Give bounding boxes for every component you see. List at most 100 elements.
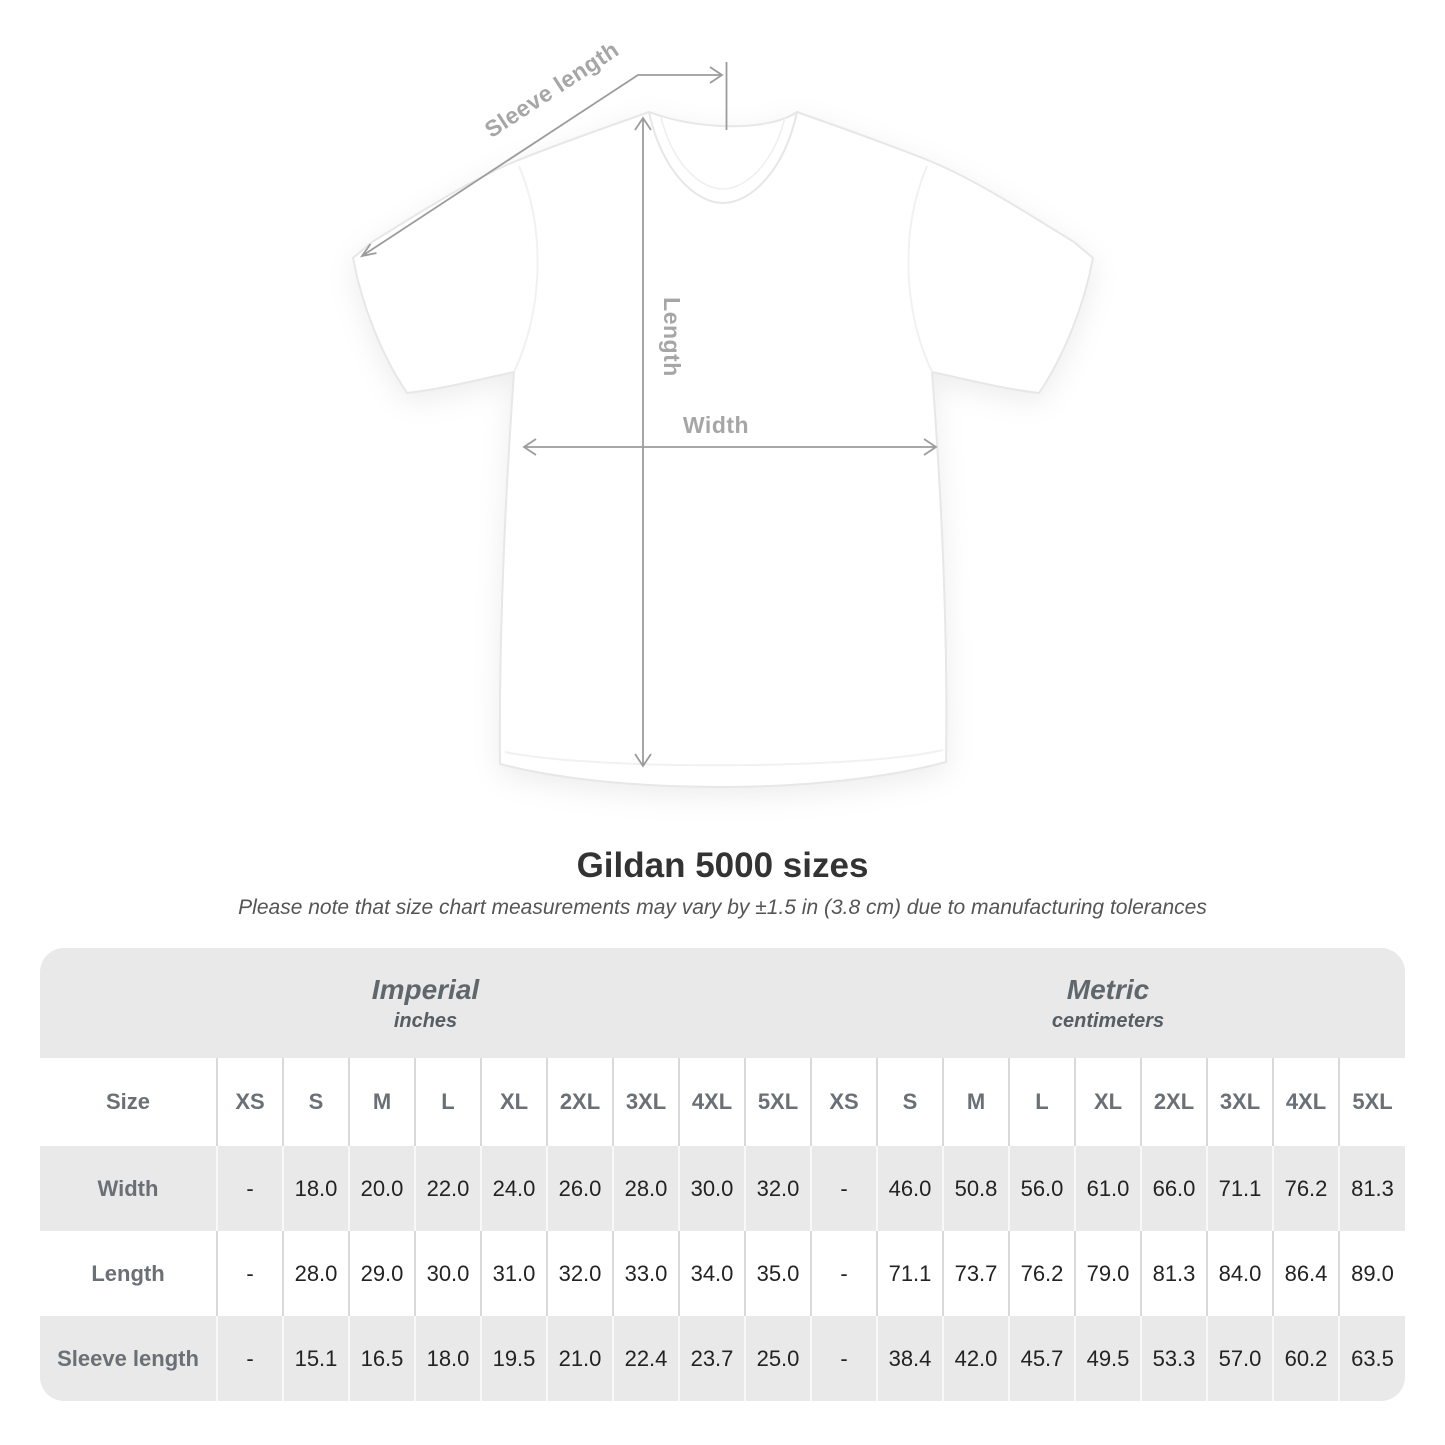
table-row-length: Length -28.0 29.0 30.0 31.0 32.0 33.0 34.0 35.0-… (40, 1231, 1405, 1316)
table-cell: 34.0 (678, 1231, 745, 1316)
tshirt-graphic (351, 110, 1095, 789)
table-cell: 49.5 (1074, 1316, 1141, 1401)
table-cell: 84.0 (1206, 1231, 1273, 1316)
table-cell: 60.2 (1272, 1316, 1339, 1401)
measurement-arrows (359, 62, 938, 768)
imperial-sublabel: inches (393, 1009, 458, 1032)
length-arrowhead-bottom (634, 753, 652, 768)
table-cell: 29.0 (348, 1231, 415, 1316)
table-cell: 24.0 (480, 1146, 547, 1231)
table-cell: - (216, 1231, 283, 1316)
table-cell: 81.3 (1338, 1146, 1405, 1231)
tshirt-body (351, 110, 1095, 789)
table-cell: 16.5 (348, 1316, 415, 1401)
table-row-width: Width -18.0 20.0 22.0 24.0 26.0 28.0 30.0 32.0-4… (40, 1146, 1405, 1231)
table-cell: 81.3 (1140, 1231, 1207, 1316)
table-cell: 30.0 (414, 1231, 481, 1316)
table-cell: 73.7 (942, 1231, 1009, 1316)
metric-label: Metric (1066, 973, 1150, 1005)
size-col-header-imperial-l: L (414, 1058, 481, 1146)
table-cell: 89.0 (1338, 1231, 1405, 1316)
size-col-header-metric-5xl: 5XL (1338, 1058, 1405, 1146)
table-cell: - (810, 1231, 877, 1316)
tshirt-measurement-diagram: Sleeve length Length Width (351, 36, 1095, 789)
sleeve-arrowhead-left (359, 243, 377, 258)
sleeve-length-label: Sleeve length (480, 36, 624, 143)
size-header-row: Size XS S M L XL 2XL 3XL 4XL 5XL XS S M L XL 2XL 3XL 4XL… (40, 1058, 1405, 1146)
length-arrowhead-top (634, 116, 652, 131)
table-cell: 32.0 (744, 1146, 811, 1231)
collar-outer (648, 111, 798, 205)
size-col-header-metric-l: L (1008, 1058, 1075, 1146)
table-cell: 25.0 (744, 1316, 811, 1401)
imperial-header: Imperial inches (40, 948, 811, 1058)
table-cell: 18.0 (414, 1316, 481, 1401)
table-cell: 23.7 (678, 1316, 745, 1401)
table-cell: 22.4 (612, 1316, 679, 1401)
width-arrowhead-right (923, 438, 938, 456)
metric-header: Metric centimeters (811, 948, 1405, 1058)
row-label: Length (91, 1260, 165, 1286)
size-col-header-imperial-m: M (348, 1058, 415, 1146)
size-col-header-metric-xs: XS (810, 1058, 877, 1146)
table-cell: 76.2 (1272, 1146, 1339, 1231)
table-cell: 57.0 (1206, 1316, 1273, 1401)
sleeve-arrow-line (361, 74, 722, 257)
left-armhole-seam (513, 165, 539, 373)
length-label: Length (659, 297, 685, 377)
table-cell: 38.4 (876, 1316, 943, 1401)
table-cell: 63.5 (1338, 1316, 1405, 1401)
table-cell: 53.3 (1140, 1316, 1207, 1401)
size-col-header-imperial-xl: XL (480, 1058, 547, 1146)
hem-stitch (504, 749, 944, 767)
width-arrowhead-left (522, 438, 537, 456)
table-cell: - (810, 1316, 877, 1401)
table-cell: 50.8 (942, 1146, 1009, 1231)
collar-inner-stitch (660, 116, 786, 190)
page-subtitle: Please note that size chart measurements… (238, 896, 1207, 919)
row-label: Width (97, 1175, 159, 1201)
table-cell: 28.0 (282, 1231, 349, 1316)
width-label: Width (683, 412, 749, 438)
metric-sublabel: centimeters (1051, 1009, 1165, 1032)
size-table: Imperial inches Metric centimeters Size … (40, 948, 1405, 1401)
table-cell: 15.1 (282, 1316, 349, 1401)
table-cell: 18.0 (282, 1146, 349, 1231)
unit-header-row: Imperial inches Metric centimeters (40, 948, 1405, 1058)
size-col-header-metric-3xl: 3XL (1206, 1058, 1273, 1146)
size-chart-card: Imperial inches Metric centimeters Size … (40, 948, 1405, 1401)
table-cell: 20.0 (348, 1146, 415, 1231)
table-cell: 42.0 (942, 1316, 1009, 1401)
size-col-header-imperial-4xl: 4XL (678, 1058, 745, 1146)
size-col-header-metric-2xl: 2XL (1140, 1058, 1207, 1146)
table-cell: 45.7 (1008, 1316, 1075, 1401)
table-cell: 71.1 (876, 1231, 943, 1316)
table-cell: 28.0 (612, 1146, 679, 1231)
table-cell: 33.0 (612, 1231, 679, 1316)
size-col-header-metric-s: S (876, 1058, 943, 1146)
table-cell: 19.5 (480, 1316, 547, 1401)
imperial-label: Imperial (371, 973, 480, 1005)
page-title: Gildan 5000 sizes (576, 846, 869, 885)
table-cell: 30.0 (678, 1146, 745, 1231)
size-col-header-imperial-3xl: 3XL (612, 1058, 679, 1146)
table-cell: 35.0 (744, 1231, 811, 1316)
table-cell: 22.0 (414, 1146, 481, 1231)
size-col-header-imperial-s: S (282, 1058, 349, 1146)
table-cell: 56.0 (1008, 1146, 1075, 1231)
size-col-header-metric-4xl: 4XL (1272, 1058, 1339, 1146)
right-armhole-seam (907, 165, 933, 373)
size-col-header-metric-m: M (942, 1058, 1009, 1146)
size-col-header-imperial-xs: XS (216, 1058, 283, 1146)
table-cell: - (216, 1316, 283, 1401)
row-label: Sleeve length (57, 1345, 199, 1371)
size-header-cell: Size (105, 1089, 151, 1114)
size-col-header-imperial-2xl: 2XL (546, 1058, 613, 1146)
table-cell: 26.0 (546, 1146, 613, 1231)
title-section: Gildan 5000 sizes Please note that size … (0, 846, 1445, 920)
size-col-header-imperial-5xl: 5XL (744, 1058, 811, 1146)
table-cell: - (216, 1146, 283, 1231)
table-cell: 46.0 (876, 1146, 943, 1231)
table-cell: 32.0 (546, 1231, 613, 1316)
table-cell: 71.1 (1206, 1146, 1273, 1231)
